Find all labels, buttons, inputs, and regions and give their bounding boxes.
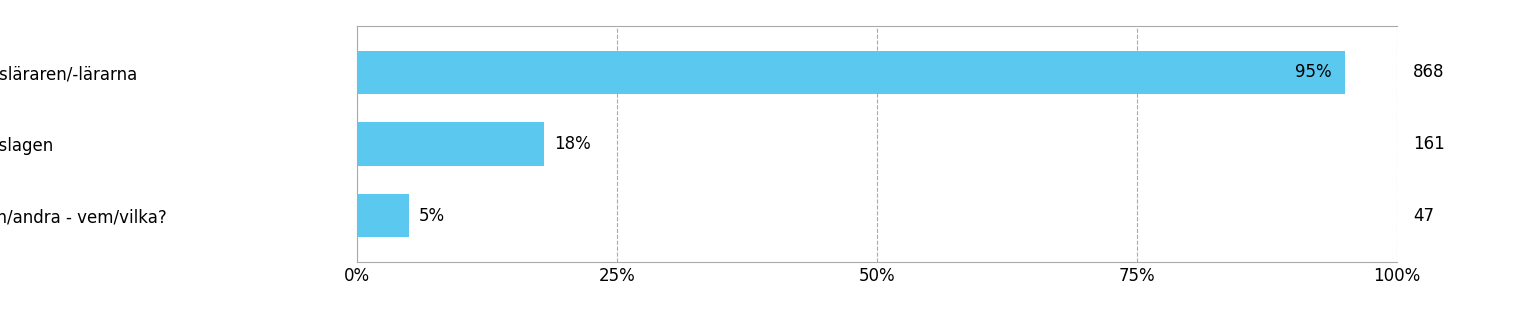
Text: 95%: 95% [1295,63,1333,81]
Text: 47: 47 [1413,207,1435,225]
Text: 868: 868 [1413,63,1445,81]
Text: 18%: 18% [554,135,591,153]
Bar [357,51,1345,94]
Text: 5%: 5% [419,207,445,225]
Bar [357,123,543,165]
Text: 161: 161 [1413,135,1445,153]
Bar [357,194,408,237]
